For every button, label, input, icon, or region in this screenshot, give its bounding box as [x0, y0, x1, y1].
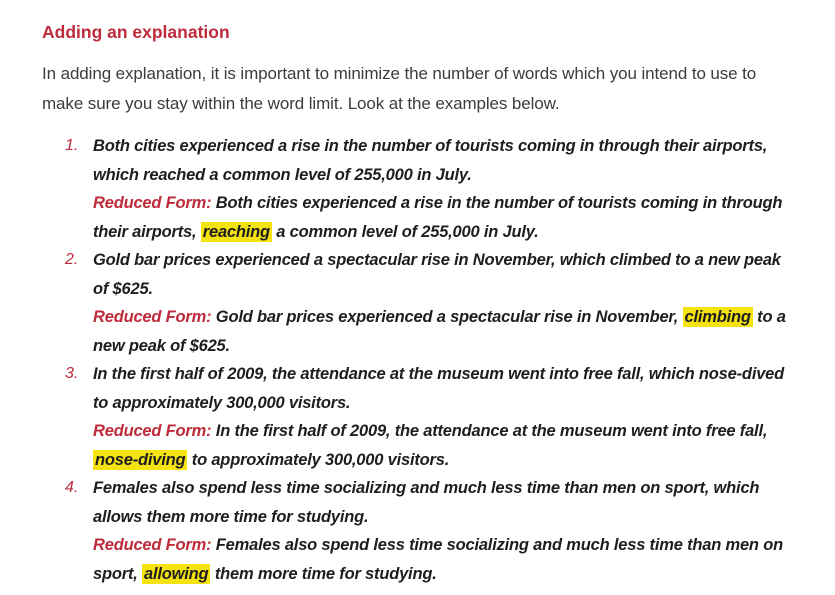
- list-item: 2. Gold bar prices experienced a spectac…: [42, 246, 797, 360]
- highlighted-word: climbing: [682, 307, 753, 327]
- list-item-content: Gold bar prices experienced a spectacula…: [93, 246, 797, 360]
- reduced-form-label: Reduced Form:: [93, 308, 212, 326]
- list-item: 3. In the first half of 2009, the attend…: [42, 360, 797, 474]
- original-sentence: Females also spend less time socializing…: [93, 479, 760, 526]
- reduced-sentence: Reduced Form: In the first half of 2009,…: [93, 417, 797, 474]
- list-item-number: 3.: [65, 365, 79, 382]
- list-item: 1. Both cities experienced a rise in the…: [42, 132, 797, 246]
- page-title: Adding an explanation: [42, 22, 230, 42]
- reduced-text-after: them more time for studying.: [210, 564, 437, 583]
- list-item-number: 1.: [65, 137, 79, 154]
- reduced-text-before: Both cities experienced a rise in the nu…: [93, 194, 783, 241]
- original-sentence: In the first half of 2009, the attendanc…: [93, 365, 785, 412]
- original-sentence: Both cities experienced a rise in the nu…: [93, 137, 768, 184]
- reduced-sentence: Reduced Form: Females also spend less ti…: [93, 531, 797, 588]
- list-item-content: Females also spend less time socializing…: [93, 474, 797, 588]
- highlighted-word: nose-diving: [93, 449, 188, 470]
- reduced-text-before: Females also spend less time socializing…: [93, 536, 783, 583]
- list-item-number: 4.: [65, 479, 79, 496]
- reduced-text-after: to a new peak of $625.: [93, 308, 786, 355]
- reduced-sentence: Reduced Form: Gold bar prices experience…: [93, 303, 797, 360]
- reduced-form-label: Reduced Form:: [93, 194, 212, 212]
- list-item-number: 2.: [65, 251, 79, 268]
- intro-paragraph: In adding explanation, it is important t…: [42, 64, 757, 113]
- example-list: 1. Both cities experienced a rise in the…: [42, 132, 797, 588]
- highlighted-word: reaching: [200, 221, 272, 242]
- reduced-text-before: Gold bar prices experienced a spectacula…: [211, 308, 683, 326]
- list-item: 4. Females also spend less time socializ…: [42, 474, 797, 588]
- reduced-form-label: Reduced Form:: [93, 422, 212, 440]
- reduced-form-label: Reduced Form:: [93, 536, 212, 554]
- reduced-text-after: a common level of 255,000 in July.: [271, 222, 539, 241]
- list-item-content: Both cities experienced a rise in the nu…: [93, 132, 797, 246]
- reduced-text-after: to approximately 300,000 visitors.: [187, 450, 450, 469]
- highlighted-word: allowing: [142, 563, 211, 584]
- list-item-content: In the first half of 2009, the attendanc…: [93, 360, 797, 474]
- reduced-sentence: Reduced Form: Both cities experienced a …: [93, 189, 797, 246]
- original-sentence: Gold bar prices experienced a spectacula…: [93, 251, 781, 298]
- reduced-text-before: In the first half of 2009, the attendanc…: [211, 422, 768, 440]
